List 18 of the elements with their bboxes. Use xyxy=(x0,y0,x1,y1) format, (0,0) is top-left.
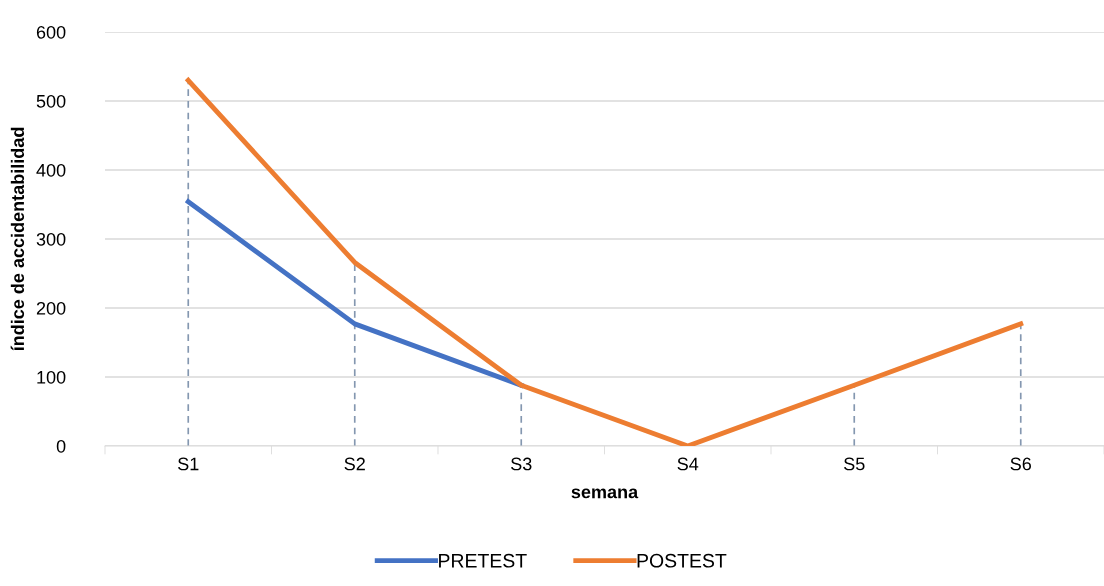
y-tick-label: 0 xyxy=(56,439,66,453)
legend-label: PRETEST xyxy=(439,553,527,568)
x-tick-label: S4 xyxy=(677,457,699,471)
y-tick-label: 200 xyxy=(36,301,66,315)
line-series xyxy=(185,77,1024,446)
y-tick-label: 100 xyxy=(37,370,66,384)
y-tick-label: 400 xyxy=(36,163,66,177)
y-tick-label: 600 xyxy=(36,25,66,39)
x-tick-label: S1 xyxy=(178,457,199,471)
y-tick-label: 300 xyxy=(36,232,66,246)
x-tick-label: S3 xyxy=(511,457,532,471)
legend-label: POSTEST xyxy=(637,553,727,568)
y-axis-title: índice de accidentabilidad xyxy=(10,127,25,351)
x-tick-label: S2 xyxy=(344,457,365,471)
x-tick-label: S5 xyxy=(844,457,865,471)
y-tick-label: 500 xyxy=(36,94,66,108)
x-tick-label: S6 xyxy=(1010,457,1031,471)
x-axis-title: semana xyxy=(571,488,639,499)
